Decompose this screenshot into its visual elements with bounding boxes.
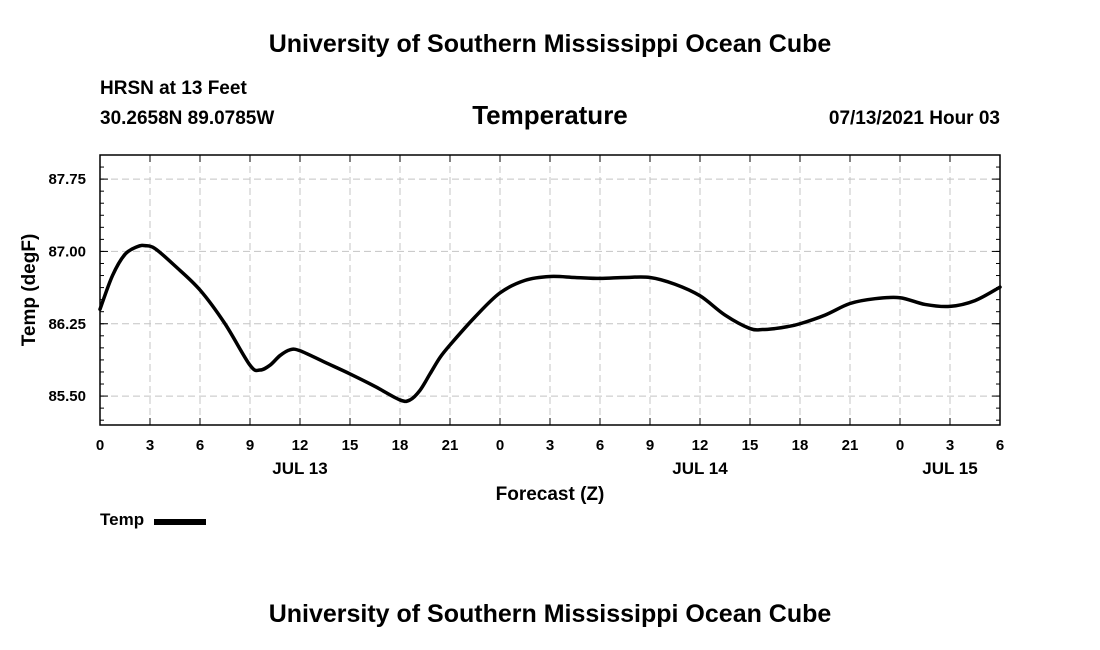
x-tick-label: 3 — [946, 437, 954, 454]
legend-label: Temp — [100, 510, 145, 529]
x-tick-label: 15 — [742, 437, 759, 454]
x-tick-label: 3 — [546, 437, 554, 454]
x-tick-label: 0 — [896, 437, 904, 454]
grid-lines — [100, 155, 1000, 425]
y-tick-label: 85.50 — [48, 388, 86, 405]
x-tick-label: 6 — [596, 437, 604, 454]
x-axis: 0 3 6 9 12 15 18 21 0 3 6 9 12 15 18 21 0 3 6 JUL 13 JUL 14 J… — [96, 155, 1004, 478]
y-tick-label: 87.00 — [48, 243, 86, 260]
x-tick-label: 18 — [392, 437, 409, 454]
series-layer — [98, 243, 1002, 404]
x-tick-label: 0 — [96, 437, 104, 454]
x-tick-label: 9 — [646, 437, 654, 454]
x-tick-label: 6 — [196, 437, 204, 454]
coordinates-label: 30.2658N 89.0785W — [100, 108, 275, 129]
legend-line-swatch — [154, 518, 207, 525]
legend: Temp — [100, 510, 207, 530]
x-tick-label: 12 — [692, 437, 709, 454]
x-tick-label: 21 — [442, 437, 459, 454]
x-tick-label: 6 — [996, 437, 1004, 454]
series-line-temp — [98, 243, 1002, 404]
org-title-bottom: University of Southern Mississippi Ocean… — [268, 600, 832, 628]
chart-title: Temperature — [472, 100, 628, 130]
y-tick-label: 86.25 — [48, 316, 86, 333]
x-tick-label: 12 — [292, 437, 309, 454]
x-date-label: JUL 13 — [272, 459, 327, 478]
x-tick-label: 21 — [842, 437, 859, 454]
run-time-label: 07/13/2021 Hour 03 — [828, 108, 1000, 129]
x-tick-label: 3 — [146, 437, 154, 454]
x-tick-label: 18 — [792, 437, 809, 454]
x-date-label: JUL 15 — [922, 459, 977, 478]
y-tick-label: 87.75 — [48, 171, 86, 188]
x-date-label: JUL 14 — [672, 459, 728, 478]
org-title-top: University of Southern Mississippi Ocean… — [268, 30, 832, 58]
y-axis: 85.50 86.25 87.00 87.75 — [48, 171, 1000, 405]
x-tick-label: 0 — [496, 437, 504, 454]
station-label: HRSN at 13 Feet — [100, 78, 247, 99]
y-axis-label: Temp (degF) — [19, 234, 40, 347]
x-axis-label: Forecast (Z) — [496, 484, 605, 505]
x-tick-label: 15 — [342, 437, 359, 454]
x-tick-label: 9 — [246, 437, 254, 454]
